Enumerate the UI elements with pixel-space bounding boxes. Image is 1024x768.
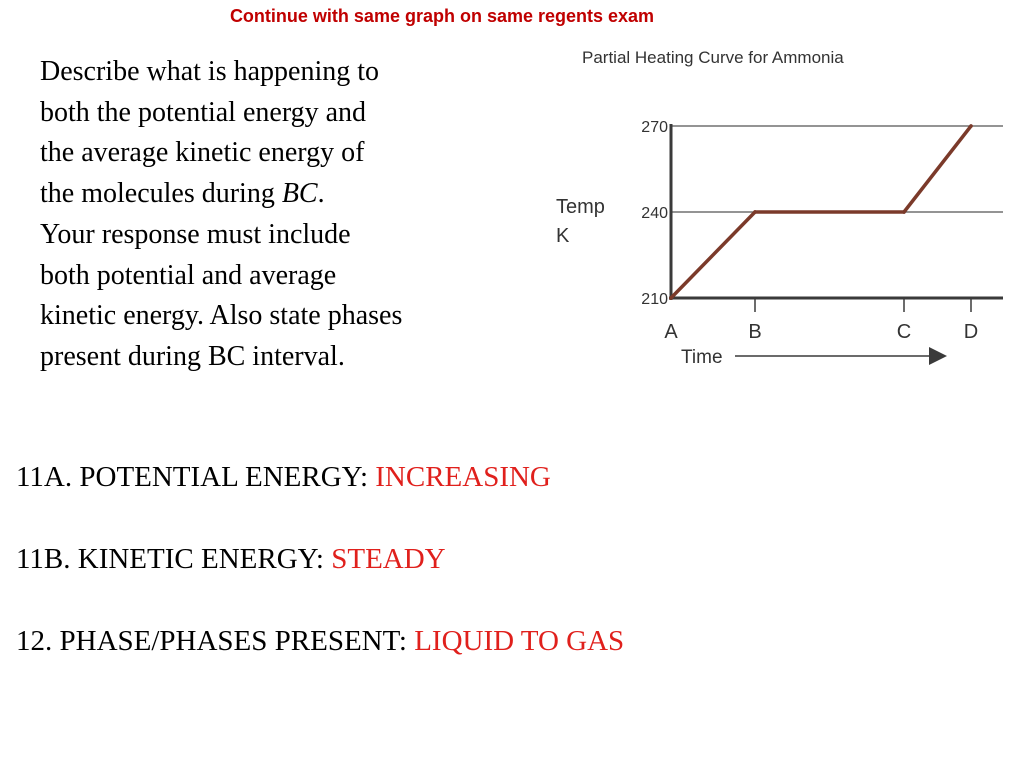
- answer-value: LIQUID TO GAS: [414, 625, 625, 657]
- y-axis-label: Temp: [556, 196, 605, 218]
- answer-label: 11A. POTENTIAL ENERGY:: [16, 461, 376, 493]
- segment-label: BC: [281, 178, 318, 210]
- x-tick-label: D: [964, 321, 978, 343]
- answer-11b: 11B. KINETIC ENERGY: STEADY: [16, 543, 446, 576]
- header-note: Continue with same graph on same regents…: [229, 6, 655, 26]
- x-tick-label: C: [897, 321, 911, 343]
- y-axis-label-unit: K: [556, 225, 570, 247]
- question-line: Describe what is happening to: [40, 56, 380, 87]
- heating-curve-chart: Partial Heating Curve for Ammonia Temp K 21…: [556, 48, 1003, 368]
- chart-title: Partial Heating Curve for Ammonia: [582, 48, 844, 67]
- data-point-B: [753, 210, 757, 214]
- x-tick-label: B: [748, 321, 761, 343]
- question-line: the average kinetic energy of: [40, 137, 365, 169]
- data-point-D: [969, 124, 973, 128]
- answer-label: 11B. KINETIC ENERGY:: [16, 543, 332, 575]
- question-line: both potential and average: [40, 259, 337, 291]
- question-line: kinetic energy. Also state phases: [40, 300, 403, 332]
- question-line: both the potential energy and: [40, 96, 367, 128]
- curve-segment-AB: [669, 210, 757, 300]
- x-tick-label: A: [664, 321, 678, 343]
- data-point-A: [669, 296, 673, 300]
- answer-11a: 11A. POTENTIAL ENERGY: INCREASING: [16, 461, 551, 494]
- segment-period: .: [317, 178, 325, 210]
- answer-value: INCREASING: [375, 461, 551, 493]
- time-arrow-head: [929, 347, 947, 365]
- question-line: Your response must include: [40, 218, 351, 250]
- answer-label: 12. PHASE/PHASES PRESENT:: [16, 625, 415, 657]
- y-tick-label: 210: [641, 291, 668, 308]
- y-tick-label: 240: [641, 205, 668, 222]
- data-point-C: [902, 210, 906, 214]
- answer-value: STEADY: [331, 543, 446, 575]
- question-line-text: the molecules during: [40, 178, 282, 210]
- answer-12: 12. PHASE/PHASES PRESENT: LIQUID TO GAS: [16, 625, 624, 658]
- question-text: Describe what is happening to both the p…: [40, 52, 510, 378]
- curve-segment-CD: [902, 124, 973, 214]
- question-line: present during BC interval.: [40, 340, 345, 372]
- y-tick-label: 270: [641, 119, 668, 136]
- x-axis-label: Time: [681, 347, 723, 368]
- question-line: the molecules during BC.: [40, 174, 510, 215]
